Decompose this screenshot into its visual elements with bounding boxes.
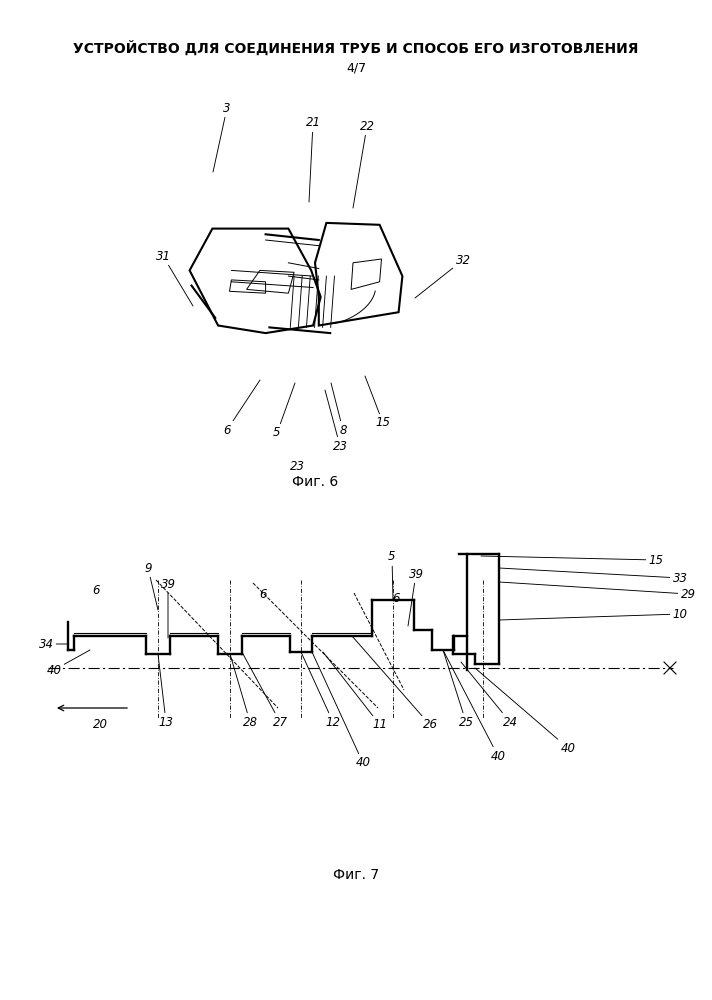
Text: 40: 40 [312,652,370,770]
Text: 27: 27 [243,654,288,728]
Text: 15: 15 [365,376,390,430]
Text: 22: 22 [353,119,375,208]
Text: 21: 21 [305,116,320,202]
Text: УСТРОЙСТВО ДЛЯ СОЕДИНЕНИЯ ТРУБ И СПОСОБ ЕГО ИЗГОТОВЛЕНИЯ: УСТРОЙСТВО ДЛЯ СОЕДИНЕНИЯ ТРУБ И СПОСОБ … [73,40,639,56]
Text: 24: 24 [461,662,518,728]
Text: 33: 33 [499,568,688,584]
Text: 6: 6 [93,584,100,596]
Text: 28: 28 [230,654,258,728]
Text: 10: 10 [499,607,688,620]
Text: 6: 6 [392,591,399,604]
Text: 29: 29 [499,582,696,600]
Text: 5: 5 [388,550,396,600]
Text: 8: 8 [331,383,347,436]
Text: 23: 23 [325,390,347,452]
Text: 15: 15 [481,554,664,566]
Text: 31: 31 [155,249,193,306]
Text: 40: 40 [46,650,90,676]
Text: 6: 6 [224,380,260,436]
Text: 39: 39 [408,568,424,626]
Text: 13: 13 [158,654,174,728]
Text: Фиг. 6: Фиг. 6 [292,475,338,489]
Text: 25: 25 [443,650,473,728]
Text: Фиг. 7: Фиг. 7 [333,868,379,882]
Text: 9: 9 [145,562,158,610]
Text: 26: 26 [352,636,437,732]
Text: 5: 5 [273,383,295,440]
Text: 32: 32 [415,253,471,298]
Text: 11: 11 [323,652,387,732]
Text: 12: 12 [301,652,340,728]
Text: 3: 3 [213,102,231,172]
Text: 40: 40 [475,668,575,754]
Text: 40: 40 [443,650,506,762]
Text: 23: 23 [290,460,305,473]
Text: 20: 20 [93,718,108,730]
Text: 6: 6 [259,587,267,600]
Text: 34: 34 [38,638,68,650]
Text: 39: 39 [160,578,175,638]
Text: 4/7: 4/7 [346,62,366,75]
